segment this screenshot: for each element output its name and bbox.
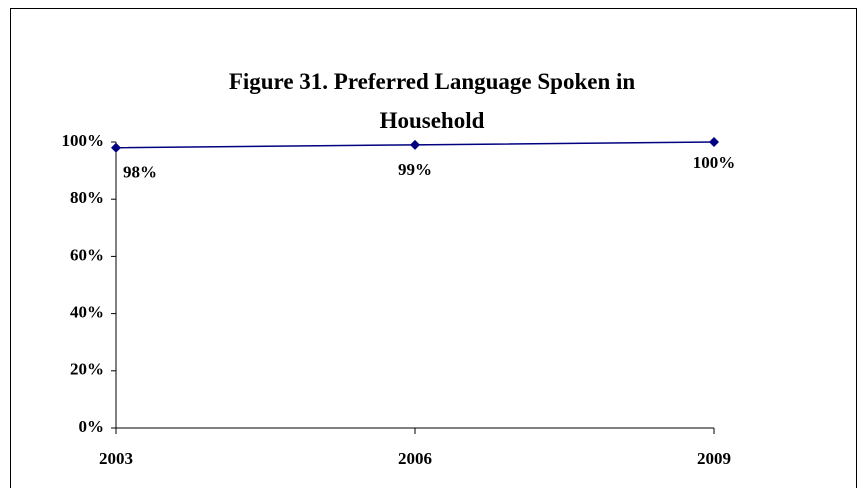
y-tick-label: 40% — [70, 303, 104, 322]
y-tick-label: 20% — [70, 360, 104, 379]
data-point — [111, 142, 121, 153]
chart-title: Figure 31. Preferred Language Spoken in … — [228, 69, 636, 133]
y-tick-label: 80% — [70, 188, 104, 207]
y-tick-label: 100% — [62, 131, 105, 150]
y-tick-label: 0% — [79, 417, 105, 436]
data-label: 98% — [123, 163, 157, 182]
data-label: 100% — [693, 153, 736, 172]
x-tick-label: 2006 — [398, 449, 432, 468]
data-point — [709, 137, 719, 147]
data-label: 99% — [398, 160, 432, 179]
chart-frame — [10, 8, 857, 488]
x-tick-label: 2009 — [697, 449, 731, 468]
data-point — [410, 139, 420, 150]
x-tick-label: 2003 — [99, 449, 133, 468]
y-tick-label: 60% — [70, 245, 104, 264]
